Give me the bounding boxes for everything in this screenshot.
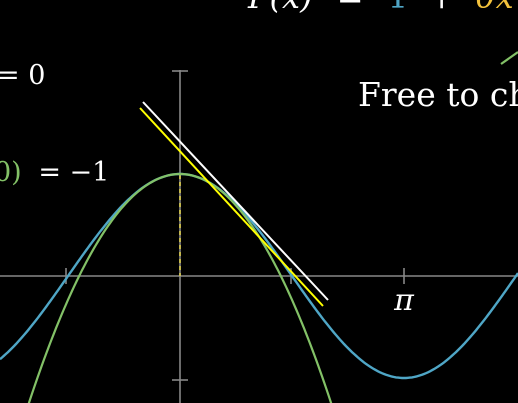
formula-lhs: P(x) [247, 0, 313, 16]
equation-second: 0) = −1 [0, 157, 109, 188]
formula-eq: = [337, 0, 364, 16]
arrow-stub [500, 51, 518, 65]
formula-constant-term: 1 [388, 0, 408, 16]
equation-second-rhs: = −1 [38, 157, 109, 188]
quadratic-approximation-curve [27, 172, 333, 403]
free-to-choose-text: Free to ch [358, 75, 518, 114]
formula-linear-term: 0x [475, 0, 513, 16]
tangent-line-yellow [139, 107, 324, 307]
title-formula: P(x) = 1 + 0x [247, 0, 514, 16]
cosine-curve [0, 172, 518, 380]
equation-second-open: 0) [0, 157, 22, 188]
tangent-line-white [142, 101, 329, 301]
formula-plus: + [428, 0, 455, 16]
pi-label: π [393, 283, 415, 318]
equation-first-rhs: = 0 [0, 60, 45, 91]
